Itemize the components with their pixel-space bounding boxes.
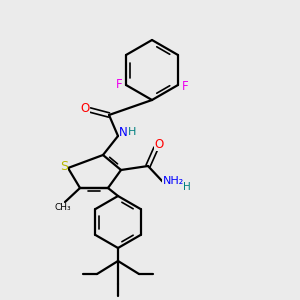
Text: NH₂: NH₂ bbox=[162, 176, 184, 186]
Text: H: H bbox=[183, 182, 191, 192]
Text: CH₃: CH₃ bbox=[55, 203, 71, 212]
Text: H: H bbox=[128, 127, 136, 137]
Text: S: S bbox=[60, 160, 68, 173]
Text: O: O bbox=[80, 103, 90, 116]
Text: F: F bbox=[182, 80, 188, 94]
Text: N: N bbox=[118, 125, 127, 139]
Text: O: O bbox=[154, 137, 164, 151]
Text: F: F bbox=[116, 77, 122, 91]
